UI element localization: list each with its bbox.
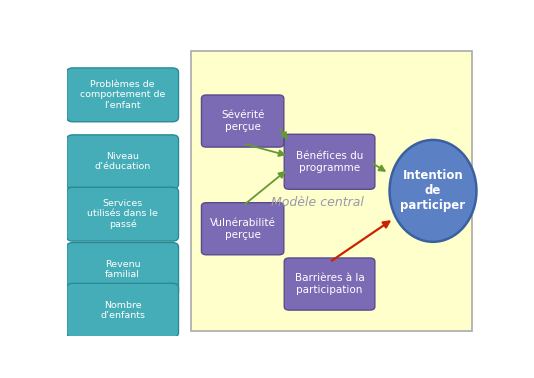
FancyBboxPatch shape xyxy=(67,68,178,122)
Text: Revenu
familial: Revenu familial xyxy=(105,260,140,279)
FancyBboxPatch shape xyxy=(67,243,178,296)
Text: Niveau
d’éducation: Niveau d’éducation xyxy=(95,152,151,172)
FancyBboxPatch shape xyxy=(284,134,375,189)
Text: Bénéfices du
programme: Bénéfices du programme xyxy=(296,151,363,173)
Text: Nombre
d’enfants: Nombre d’enfants xyxy=(100,301,145,320)
FancyBboxPatch shape xyxy=(201,203,284,255)
Text: Services
utilisés dans le
passé: Services utilisés dans le passé xyxy=(87,199,158,229)
Text: Intention
de
participer: Intention de participer xyxy=(400,169,466,212)
Text: Sévérité
perçue: Sévérité perçue xyxy=(221,110,264,132)
Ellipse shape xyxy=(390,140,476,242)
FancyBboxPatch shape xyxy=(67,135,178,189)
FancyBboxPatch shape xyxy=(191,51,473,331)
FancyBboxPatch shape xyxy=(201,95,284,147)
FancyBboxPatch shape xyxy=(284,258,375,310)
Text: Problèmes de
comportement de
l’enfant: Problèmes de comportement de l’enfant xyxy=(80,80,166,110)
FancyBboxPatch shape xyxy=(67,283,178,337)
Text: Modèle central: Modèle central xyxy=(271,196,364,209)
Text: Vulnérabilité
perçue: Vulnérabilité perçue xyxy=(210,218,276,240)
FancyBboxPatch shape xyxy=(67,187,178,241)
Text: Barrières à la
participation: Barrières à la participation xyxy=(295,273,364,295)
